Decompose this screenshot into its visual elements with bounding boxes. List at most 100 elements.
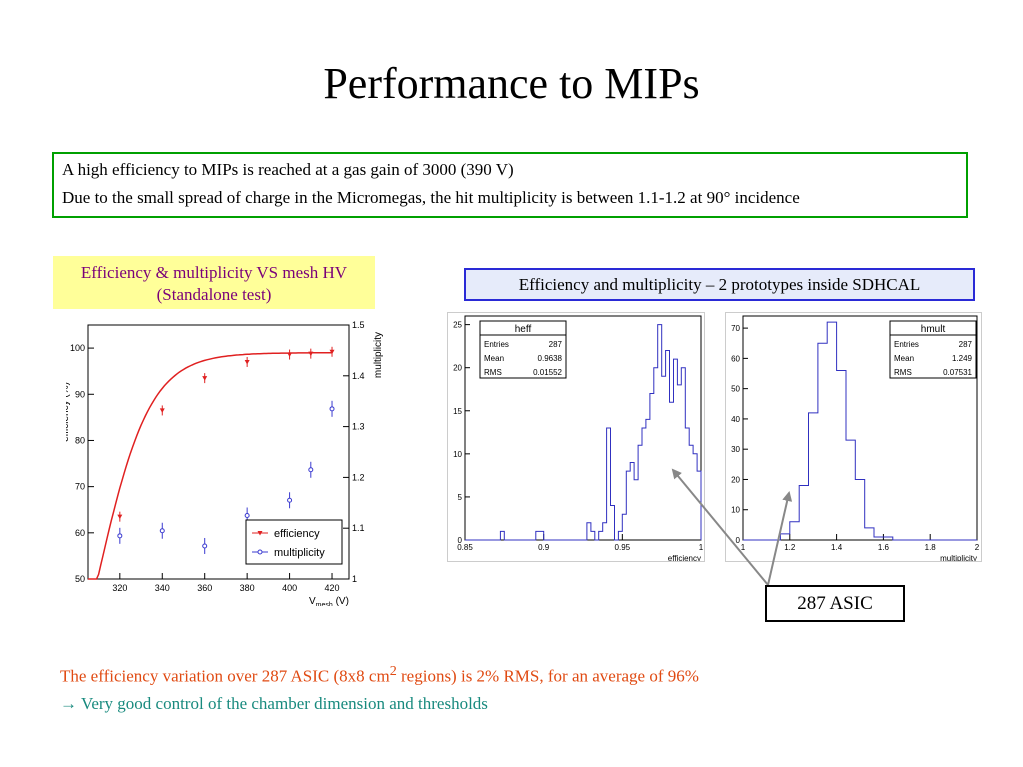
summary-line-1: A high efficiency to MIPs is reached at …	[62, 160, 514, 179]
hmult-histogram: 0 10 20 30 40 50 60 70 1 1.2 1.4 1.6 1.8 2 multiplicit…	[725, 312, 982, 562]
conclusion-note: → Very good control of the chamber dimen…	[60, 694, 488, 713]
hmult-x-tick-label: 1.2	[784, 543, 796, 552]
heff-x-tick-label: 0.95	[615, 543, 631, 552]
arrow-to-heff	[671, 468, 769, 586]
hmult-x-tick-label: 2	[975, 543, 980, 552]
hmult-stats-value: 287	[959, 340, 973, 349]
heff-x-tick-label: 0.9	[538, 543, 550, 552]
heff-histogram-line	[465, 324, 702, 541]
efficiency-point	[117, 514, 123, 520]
efficiency-variation-note: The efficiency variation over 287 ASIC (…	[60, 663, 699, 687]
heff-y-tick-label: 20	[453, 364, 462, 373]
plot-frame	[87, 324, 350, 580]
efficiency-point	[202, 376, 208, 381]
heff-stats-value: 0.9638	[538, 354, 563, 363]
y2-axis-label: multiplicity	[373, 332, 384, 378]
hmult-x-tick-label: 1.4	[831, 543, 843, 552]
y2-tick-label: 1.5	[352, 320, 365, 330]
heff-stats-box	[479, 320, 567, 379]
hmult-stats-value: 0.07531	[943, 368, 972, 377]
right-caption: Efficiency and multiplicity – 2 prototyp…	[464, 268, 975, 301]
efficiency-point	[159, 408, 165, 413]
multiplicity-point	[117, 533, 123, 539]
left-caption: Efficiency & multiplicity VS mesh HV (St…	[53, 256, 375, 309]
y-tick-label: 90	[75, 389, 85, 399]
heff-x-axis-label: efficiency	[668, 554, 701, 562]
hmult-x-tick-label: 1.8	[925, 543, 937, 552]
efficiency-point	[329, 349, 335, 355]
hmult-stats-title: hmult	[921, 324, 946, 335]
y2-tick-label: 1.4	[352, 371, 365, 381]
hmult-stats-key: Mean	[894, 354, 914, 363]
y-tick-label: 70	[75, 482, 85, 492]
heff-stats-key: RMS	[484, 368, 502, 377]
heff-y-tick-label: 10	[453, 450, 462, 459]
y2-tick-label: 1	[352, 574, 357, 584]
y2-tick-label: 1.3	[352, 422, 365, 432]
hmult-x-tick-label: 1.6	[878, 543, 890, 552]
efficiency-multiplicity-plot: 50 60 70 80 90 100 1 1.1 1.2 1.3 1.4 1.5 320 340 360 38…	[66, 320, 384, 606]
heff-x-tick-label: 1	[699, 543, 704, 552]
x-tick-label: 320	[112, 583, 127, 593]
x-tick-label: 420	[325, 583, 340, 593]
multiplicity-point	[308, 467, 314, 473]
x-tick-label: 400	[282, 583, 297, 593]
y-tick-label: 60	[75, 528, 85, 538]
heff-stats-value: 0.01552	[533, 368, 562, 377]
x-tick-label: 380	[240, 583, 255, 593]
multiplicity-point	[202, 543, 208, 549]
heff-y-tick-label: 25	[453, 321, 462, 330]
y2-tick-label: 1.1	[352, 523, 365, 533]
efficiency-point	[244, 359, 250, 365]
legend-efficiency-marker	[257, 531, 263, 536]
summary-box: A high efficiency to MIPs is reached at …	[52, 152, 968, 218]
left-caption-line-2: (Standalone test)	[156, 285, 272, 304]
heff-y-tick-label: 5	[458, 493, 463, 502]
slide-title: Performance to MIPs	[323, 59, 700, 108]
multiplicity-point	[244, 513, 250, 518]
x-axis-label: Vmesh (V)	[309, 596, 349, 606]
heff-histogram: 0 5 10 15 20 25 0.85 0.9 0.95 1 efficiency heff Entr…	[447, 312, 705, 562]
summary-line-2: Due to the small spread of charge in the…	[62, 188, 800, 207]
heff-stats-title: heff	[515, 324, 532, 335]
efficiency-point	[308, 351, 314, 357]
hmult-x-tick-label: 1	[741, 543, 746, 552]
hmult-stats-key: Entries	[894, 340, 919, 349]
arrow-to-hmult	[767, 491, 793, 586]
note-text-post: regions) is 2% RMS, for an average of 96…	[396, 666, 699, 686]
hmult-stats-key: RMS	[894, 368, 912, 377]
hmult-y-tick-label: 50	[731, 385, 740, 394]
heff-stats-value: 287	[549, 340, 563, 349]
note-text-pre: The efficiency variation over 287 ASIC (…	[60, 666, 390, 686]
x-tick-label: 340	[155, 583, 170, 593]
hmult-histogram-line	[743, 321, 977, 541]
note-superscript: 2	[389, 663, 397, 679]
multiplicity-point	[159, 528, 165, 534]
heff-y-tick-label: 15	[453, 407, 462, 416]
hmult-stats-value: 1.249	[952, 354, 973, 363]
y-axis-label: efficiency (%)	[66, 382, 71, 442]
hmult-stats-box	[889, 320, 977, 379]
legend-multiplicity-label: multiplicity	[274, 547, 325, 559]
efficiency-point	[287, 352, 293, 358]
multiplicity-point	[287, 497, 293, 503]
legend-efficiency-label: efficiency	[274, 528, 320, 540]
y-tick-label: 50	[75, 574, 85, 584]
heff-y-tick-label: 0	[458, 536, 463, 545]
hmult-y-tick-label: 0	[736, 536, 741, 545]
legend-multiplicity-marker	[257, 549, 263, 555]
heff-stats-key: Entries	[484, 340, 509, 349]
asic-label-box: 287 ASIC	[765, 585, 905, 622]
legend-box	[245, 519, 343, 565]
y-tick-label: 100	[70, 343, 85, 353]
multiplicity-point	[329, 406, 335, 412]
hmult-frame	[742, 315, 978, 541]
left-caption-line-1: Efficiency & multiplicity VS mesh HV	[80, 263, 348, 282]
y2-tick-label: 1.2	[352, 472, 365, 482]
hmult-y-tick-label: 70	[731, 324, 740, 333]
hmult-y-tick-label: 20	[731, 475, 740, 484]
hmult-y-tick-label: 40	[731, 415, 740, 424]
heff-stats-key: Mean	[484, 354, 504, 363]
hmult-x-axis-label: multiplicity	[940, 554, 977, 562]
